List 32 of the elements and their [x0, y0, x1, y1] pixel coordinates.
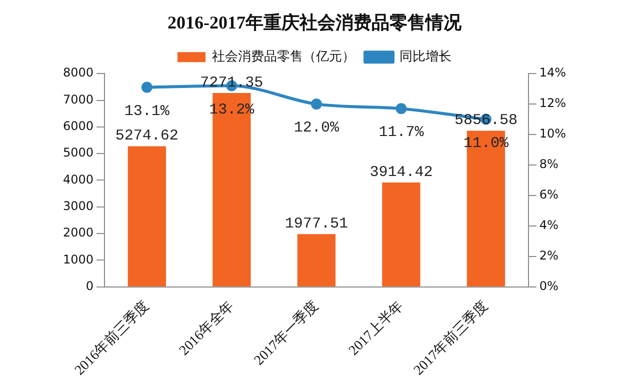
y-tick-label: 5000	[62, 146, 94, 160]
y-tick-label: 4000	[62, 172, 94, 186]
y-tick-label: 6000	[62, 119, 94, 134]
y-tick-label: 1000	[62, 252, 94, 266]
bar	[382, 182, 420, 286]
y-tick-label: 7000	[62, 92, 94, 106]
legend-label: 社会消费品零售（亿元）	[212, 49, 355, 64]
y-tick-label: 0	[86, 278, 94, 293]
legend-label: 同比增长	[400, 49, 452, 64]
bar	[128, 146, 166, 286]
point	[396, 103, 407, 114]
data-label: 11.7%	[378, 124, 425, 142]
y-tick-label: 8000	[62, 66, 94, 80]
data-label: 1977.51	[284, 216, 348, 233]
y2-tick-label: 4%	[539, 218, 558, 232]
data-label: 12.0%	[294, 120, 340, 137]
data-label: 13.1%	[124, 102, 170, 120]
point	[310, 98, 322, 110]
y-tick-label: 2000	[62, 226, 94, 240]
point	[141, 82, 152, 93]
y2-tick-label: 0%	[539, 278, 558, 293]
y2-tick-label: 10%	[539, 126, 566, 141]
y2-tick-label: 6%	[539, 188, 558, 202]
bar	[297, 234, 336, 286]
y2-tick-label: 8%	[539, 157, 558, 172]
y2-tick-label: 2%	[539, 248, 558, 262]
y2-tick-label: 12%	[539, 96, 566, 110]
data-label: 3914.42	[370, 164, 433, 181]
y-tick-label: 3000	[62, 198, 94, 213]
chart-title: 2016-2017年重庆社会消费品零售情况	[168, 12, 462, 32]
data-label: 5274.62	[115, 128, 178, 145]
y2-tick-label: 14%	[539, 66, 566, 80]
